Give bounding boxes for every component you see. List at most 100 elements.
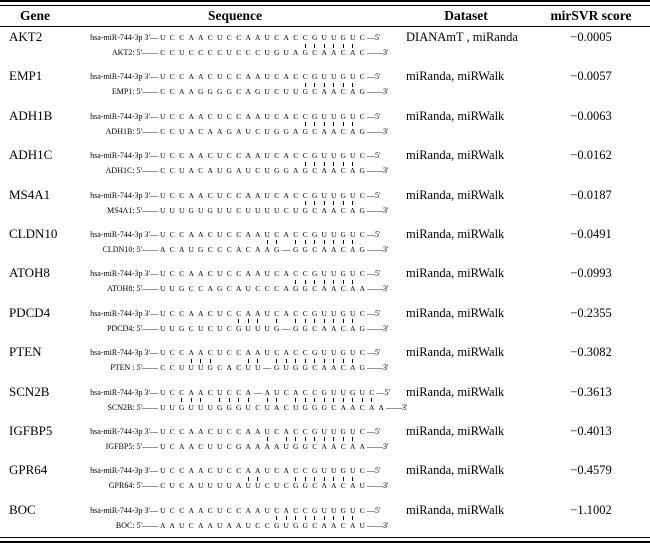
nucleotide: G xyxy=(340,308,346,318)
mirsvr-score: −0.4579 xyxy=(570,463,612,478)
nucleotide: U xyxy=(217,269,223,279)
nucleotide: A xyxy=(188,308,194,318)
nucleotide: C xyxy=(293,308,299,318)
nucleotide: U xyxy=(264,323,270,333)
nucleotide: C xyxy=(179,269,185,279)
nucleotide: C xyxy=(169,426,175,436)
nucleotide: U xyxy=(331,387,337,397)
nucleotide: U xyxy=(321,308,327,318)
nucleotide: C xyxy=(236,363,242,373)
nucleotide: G xyxy=(312,111,318,121)
target-label: GPR64: 5'—— xyxy=(108,481,158,491)
nucleotide: A xyxy=(236,244,242,254)
nucleotide: C xyxy=(302,348,308,358)
nucleotide: A xyxy=(236,520,242,530)
nucleotide: A xyxy=(348,398,358,412)
nucleotide: U xyxy=(331,348,337,358)
nucleotide: G xyxy=(359,87,365,97)
nucleotide: U xyxy=(187,358,197,372)
nucleotide: U xyxy=(217,466,223,476)
nucleotide: A xyxy=(255,244,261,254)
nucleotide: G xyxy=(312,348,318,358)
gene-name: GPR64 xyxy=(9,462,48,478)
nucleotide: A xyxy=(179,244,185,254)
nucleotide: A xyxy=(255,466,261,476)
target-sequence-line: ADH1B: 5'—— C C U A C A A G A U C U G G A G C A A C A G ——3' xyxy=(70,122,400,136)
nucleotide: A xyxy=(348,279,358,293)
nucleotide: U xyxy=(255,205,261,215)
target-sequence-end: ——3' xyxy=(367,126,389,136)
target-sequence: A C A U G C C C A C A A G — G G C A A C A G xyxy=(158,239,367,256)
nucleotide: C xyxy=(359,426,365,436)
nucleotide: A xyxy=(255,269,261,279)
mirna-sequence-line: hsa-miR-744-3p 3'— U C C A A C U C C A A U C A C C G U U G U C… xyxy=(70,464,400,476)
nucleotide: C xyxy=(339,319,349,333)
nucleotide: C xyxy=(339,437,349,451)
nucleotide: G xyxy=(301,358,311,372)
nucleotide: C xyxy=(160,166,166,176)
table-row: MS4A1 hsa-miR-744-3p 3'— U C C A A C U C C A A U C A C C… xyxy=(0,185,650,224)
nucleotide: G xyxy=(206,358,216,372)
nucleotide: A xyxy=(283,269,289,279)
nucleotide: U xyxy=(321,348,327,358)
gene-name: IGFBP5 xyxy=(9,422,53,438)
nucleotide: U xyxy=(291,398,301,412)
nucleotide: G xyxy=(215,398,225,412)
nucleotide: G xyxy=(312,151,318,161)
nucleotide: A xyxy=(160,244,166,254)
mirsvr-score: −0.0005 xyxy=(570,30,612,44)
nucleotide: A xyxy=(255,505,261,515)
nucleotide: C xyxy=(179,308,185,318)
mirna-sequence-line: hsa-miR-744-3p 3'— U C C A A C U C C A A U C A C C G U U G U C… xyxy=(70,31,400,42)
target-label: ADH1B: 5'—— xyxy=(105,126,158,136)
nucleotide: C xyxy=(359,466,365,476)
nucleotide: A xyxy=(198,190,204,200)
nucleotide: C xyxy=(293,505,299,515)
nucleotide: U xyxy=(217,348,223,358)
target-sequence-end: ——3' xyxy=(367,481,389,491)
nucleotide: U xyxy=(321,505,327,515)
nucleotide: U xyxy=(217,481,223,491)
nucleotide: G xyxy=(340,190,346,200)
nucleotide: G xyxy=(272,319,282,333)
target-label: ADH1C: 5'—— xyxy=(105,166,158,176)
mirna-sequence-end: —5' xyxy=(367,72,381,82)
nucleotide: A xyxy=(207,126,213,136)
nucleotide: C xyxy=(255,520,261,530)
nucleotide: A xyxy=(188,441,194,451)
mirsvr-score: −0.0993 xyxy=(570,266,612,281)
nucleotide: C xyxy=(274,466,280,476)
nucleotide: G xyxy=(188,205,194,215)
nucleotide: C xyxy=(226,348,232,358)
target-sequence-end: ——3' xyxy=(367,166,389,176)
mirna-sequence-line: hsa-miR-744-3p 3'— U C C A A C U C C A A U C A C C G U U G U C… xyxy=(70,267,400,278)
nucleotide: C xyxy=(207,387,213,397)
mirsvr-score: −0.0057 xyxy=(570,69,612,84)
mirna-sequence-end: —5' xyxy=(367,229,381,239)
nucleotide: U xyxy=(217,426,223,436)
nucleotide: C xyxy=(274,111,280,121)
nucleotide: A xyxy=(255,229,261,239)
table-row: PTEN hsa-miR-744-3p 3'— U C C A A C U C C A A U C A C C G… xyxy=(0,342,650,381)
nucleotide: G xyxy=(340,111,346,121)
nucleotide: A xyxy=(329,437,339,451)
target-sequence-end: ——3' xyxy=(367,244,389,254)
nucleotide: A xyxy=(367,398,377,412)
nucleotide: C xyxy=(236,505,242,515)
nucleotide: C xyxy=(236,348,242,358)
nucleotide: G xyxy=(301,437,311,451)
nucleotide: A xyxy=(329,122,339,136)
nucleotide: A xyxy=(320,161,330,175)
nucleotide: A xyxy=(263,437,273,451)
nucleotide: U xyxy=(350,190,356,200)
table-row: CLDN10 hsa-miR-744-3p 3'— U C C A A C U C C A A U C A C… xyxy=(0,224,650,263)
nucleotide: U xyxy=(331,151,337,161)
nucleotide: A xyxy=(348,476,358,490)
nucleotide: C xyxy=(169,151,175,161)
nucleotide: U xyxy=(217,308,223,318)
gene-name: ADH1C xyxy=(9,147,53,163)
nucleotide: C xyxy=(236,387,242,397)
